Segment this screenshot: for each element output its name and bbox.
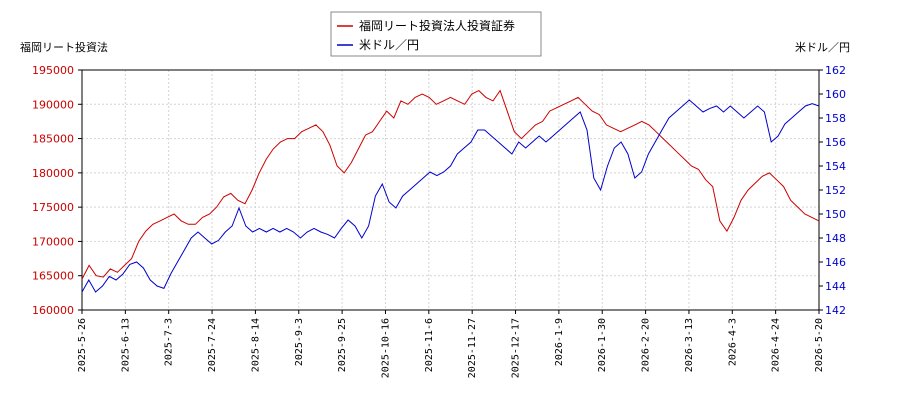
y-right-tick-label: 158 xyxy=(825,112,846,125)
y-right-tick-label: 152 xyxy=(825,184,846,197)
y-left-tick-label: 190000 xyxy=(32,98,74,111)
y-right-tick-label: 146 xyxy=(825,256,846,269)
series-layer xyxy=(81,89,820,293)
series-line-1 xyxy=(81,99,820,293)
x-tick-label: 2025-7-24 xyxy=(207,318,218,372)
x-tick-label: 2026-4-3 xyxy=(727,318,738,366)
y-right-tick-label: 142 xyxy=(825,304,846,317)
y-left-tick-label: 175000 xyxy=(32,201,74,214)
y-right-tick-label: 160 xyxy=(825,88,846,101)
y-left-tick-label: 185000 xyxy=(32,133,74,146)
y-right-tick-label: 144 xyxy=(825,280,846,293)
y-axis-left-title: 福岡リート投資法 xyxy=(20,40,108,54)
y-left-tick-label: 180000 xyxy=(32,167,74,180)
legend-label-series-1: 米ドル／円 xyxy=(359,38,419,52)
x-tick-label: 2025-11-6 xyxy=(424,318,435,372)
y-right-tick-label: 156 xyxy=(825,136,846,149)
y-left-tick-label: 195000 xyxy=(32,64,74,77)
x-tick-label: 2025-12-17 xyxy=(511,318,522,378)
plot-frame xyxy=(81,69,820,311)
x-tick-label: 2025-7-3 xyxy=(164,318,175,366)
x-tick-label: 2025-8-14 xyxy=(250,318,261,372)
x-tick-label: 2025-6-13 xyxy=(120,318,131,372)
y-right-tick-label: 162 xyxy=(825,64,846,77)
y-right-tick-label: 154 xyxy=(825,160,846,173)
x-tick-label: 2025-10-16 xyxy=(380,318,391,378)
x-tick-label: 2025-9-3 xyxy=(294,318,305,366)
x-axis: 2025-5-26 2025-6-13 2025-7-3 2025-7-24 2025-… xyxy=(77,310,825,378)
x-tick-label: 2026-2-20 xyxy=(641,318,652,372)
x-tick-label: 2026-4-24 xyxy=(771,318,782,372)
y-axis-right: 142 144 146 148 150 152 154 156 158 160 162 xyxy=(819,64,846,317)
x-tick-label: 2025-11-27 xyxy=(467,318,478,378)
x-tick-label: 2025-9-25 xyxy=(337,318,348,372)
legend: 福岡リート投資法人投資証券 米ドル／円 xyxy=(330,11,542,57)
y-right-tick-label: 148 xyxy=(825,232,846,245)
y-axis-left: 160000 165000 170000 175000 180000 185000 1900… xyxy=(32,64,82,317)
x-tick-label: 2025-5-26 xyxy=(77,318,88,372)
y-left-tick-label: 160000 xyxy=(32,304,74,317)
series-line-0 xyxy=(81,89,820,280)
y-right-tick-label: 150 xyxy=(825,208,846,221)
y-left-tick-label: 170000 xyxy=(32,235,74,248)
x-tick-label: 2026-1-9 xyxy=(554,318,565,366)
y-left-tick-label: 165000 xyxy=(32,270,74,283)
grid-layer xyxy=(82,70,819,310)
legend-label-series-0: 福岡リート投資法人投資証券 xyxy=(359,18,515,33)
x-tick-label: 2026-3-13 xyxy=(684,318,695,372)
x-tick-label: 2026-1-30 xyxy=(597,318,608,372)
legend-box xyxy=(330,11,542,57)
x-tick-label: 2026-5-20 xyxy=(814,318,825,372)
y-axis-right-title: 米ドル／円 xyxy=(795,41,850,54)
